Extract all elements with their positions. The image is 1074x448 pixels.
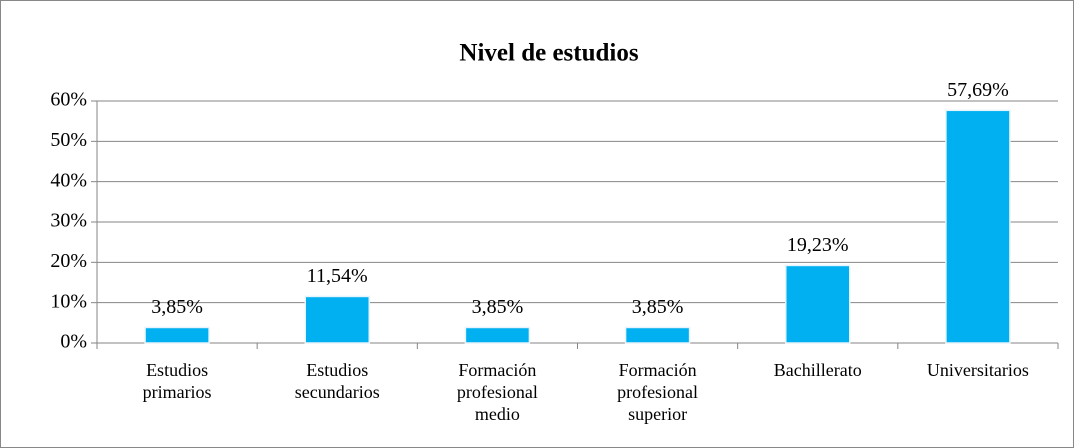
bar bbox=[785, 264, 851, 344]
data-label: 3,85% bbox=[472, 296, 524, 318]
bar bbox=[464, 326, 531, 344]
data-label: 19,23% bbox=[787, 234, 849, 256]
y-tick-label: 0% bbox=[60, 331, 87, 353]
bar bbox=[144, 326, 210, 344]
x-tick-label: Formación profesional medio bbox=[456, 360, 538, 424]
x-tick-label: Bachillerato bbox=[773, 360, 862, 380]
data-label: 11,54% bbox=[307, 265, 368, 287]
bar bbox=[945, 109, 1011, 344]
bar bbox=[624, 326, 691, 344]
data-label: 3,85% bbox=[632, 296, 684, 318]
x-tick-label: Universitarios bbox=[926, 360, 1029, 380]
x-tick-label: Estudios secundarios bbox=[294, 360, 380, 402]
x-tick-label: Formación profesional superior bbox=[617, 360, 699, 424]
y-tick-label: 20% bbox=[50, 250, 87, 272]
y-tick-label: 40% bbox=[50, 169, 87, 191]
y-tick-label: 30% bbox=[50, 210, 87, 232]
bar bbox=[304, 295, 370, 344]
x-tick-label: Estudios primarios bbox=[142, 360, 212, 402]
y-tick-label: 50% bbox=[50, 129, 87, 151]
data-label: 3,85% bbox=[151, 296, 203, 318]
y-tick-label: 60% bbox=[50, 89, 87, 111]
chart-title: Nivel de estudios bbox=[459, 40, 638, 67]
y-tick-label: 10% bbox=[50, 290, 87, 312]
data-label: 57,69% bbox=[947, 79, 1009, 101]
